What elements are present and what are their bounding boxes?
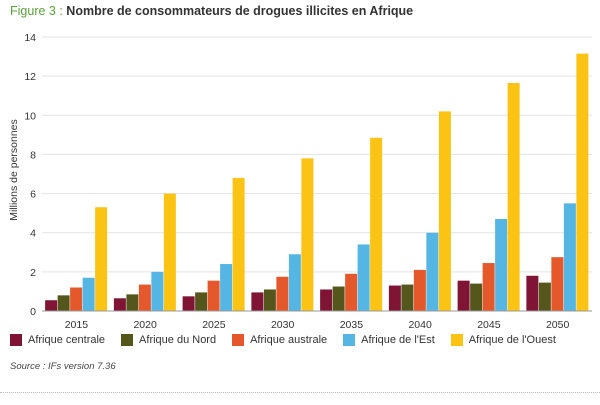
legend-swatch	[343, 334, 356, 346]
legend-swatch	[121, 334, 134, 346]
bar	[45, 300, 58, 311]
bars	[45, 53, 589, 312]
y-tick-label: 10	[24, 110, 36, 122]
y-axis-title: Millions de personnes	[8, 119, 20, 221]
bar	[138, 284, 151, 311]
bar	[163, 193, 176, 311]
x-axis-ticks: 2015 2020 2025 2030 2035 2040 2045 2050	[65, 319, 570, 330]
bar	[576, 53, 589, 312]
bar	[57, 295, 70, 311]
bar	[482, 263, 495, 311]
y-tick-label: 12	[24, 71, 36, 83]
x-tick-label: 2050	[546, 319, 570, 330]
legend-label: Afrique centrale	[28, 334, 106, 346]
y-axis-ticks: 0 2 4 6 8 10 12 14	[24, 32, 36, 318]
bar	[151, 271, 164, 311]
legend-item: Afrique centrale	[10, 334, 105, 346]
y-tick-label: 2	[30, 267, 36, 279]
legend-item: Afrique australe	[232, 334, 327, 346]
x-tick-label: 2035	[340, 319, 364, 330]
legend-item: Afrique de l'Ouest	[450, 334, 556, 346]
bar	[113, 298, 126, 311]
legend-label: Afrique de l'Ouest	[468, 334, 556, 346]
x-tick-label: 2015	[65, 319, 89, 330]
bar	[401, 284, 414, 311]
y-tick-label: 0	[30, 306, 36, 318]
footer-divider	[0, 392, 600, 393]
figure-label: Figure 3 :	[10, 4, 63, 18]
figure-title-text: Nombre de consommateurs de drogues illic…	[66, 4, 414, 18]
bar	[345, 273, 358, 311]
bar	[232, 177, 245, 311]
figure-title: Figure 3 : Nombre de consommateurs de dr…	[10, 4, 413, 18]
bar	[457, 280, 470, 311]
bar	[538, 282, 551, 311]
bar	[95, 207, 108, 311]
legend-swatch	[232, 334, 245, 346]
bar	[195, 292, 208, 311]
bar	[207, 280, 220, 311]
x-tick-label: 2025	[202, 319, 226, 330]
y-tick-label: 6	[30, 189, 36, 201]
bar	[182, 296, 195, 311]
x-tick-label: 2045	[477, 319, 501, 330]
bar	[495, 219, 508, 311]
bar	[388, 285, 401, 311]
y-tick-label: 14	[24, 32, 36, 44]
bar	[263, 289, 276, 311]
bar	[526, 275, 539, 311]
legend-label: Afrique de l'Est	[361, 334, 435, 346]
bar	[332, 286, 345, 311]
bar	[426, 232, 439, 311]
bar	[438, 111, 451, 311]
legend-swatch	[450, 334, 463, 346]
legend-item: Afrique de l'Est	[343, 334, 435, 346]
legend-swatch	[10, 334, 22, 346]
bar	[301, 158, 314, 311]
bar	[251, 292, 264, 311]
chart-legend: Afrique centrale Afrique du Nord Afrique a…	[10, 334, 595, 346]
bar	[126, 294, 139, 311]
bar-chart: 0 2 4 6 8 10 12 14 2015 2020 2025 2030 2035 2040 2045…	[8, 32, 592, 330]
bar	[563, 203, 576, 311]
bar	[70, 287, 83, 311]
source-note: Source : IFs version 7.36	[10, 361, 116, 372]
bar	[357, 244, 370, 311]
bar	[82, 277, 95, 311]
legend-label: Afrique australe	[250, 334, 328, 346]
bar	[288, 254, 301, 311]
legend-label: Afrique du Nord	[139, 334, 217, 346]
x-tick-label: 2020	[133, 319, 157, 330]
bar	[220, 264, 233, 311]
y-tick-label: 4	[30, 228, 36, 240]
bar	[470, 283, 483, 311]
y-tick-label: 8	[30, 149, 36, 161]
bar	[507, 82, 520, 311]
x-tick-label: 2030	[271, 319, 295, 330]
x-tick-label: 2040	[408, 319, 432, 330]
legend-item: Afrique du Nord	[121, 334, 216, 346]
bar	[551, 257, 564, 311]
bar	[320, 289, 333, 311]
bar	[276, 276, 289, 311]
bar	[413, 269, 426, 311]
bar	[370, 137, 383, 311]
